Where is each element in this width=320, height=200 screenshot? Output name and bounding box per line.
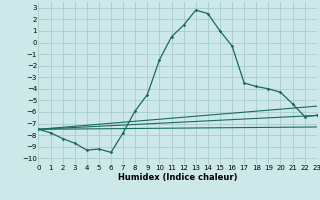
X-axis label: Humidex (Indice chaleur): Humidex (Indice chaleur) xyxy=(118,173,237,182)
